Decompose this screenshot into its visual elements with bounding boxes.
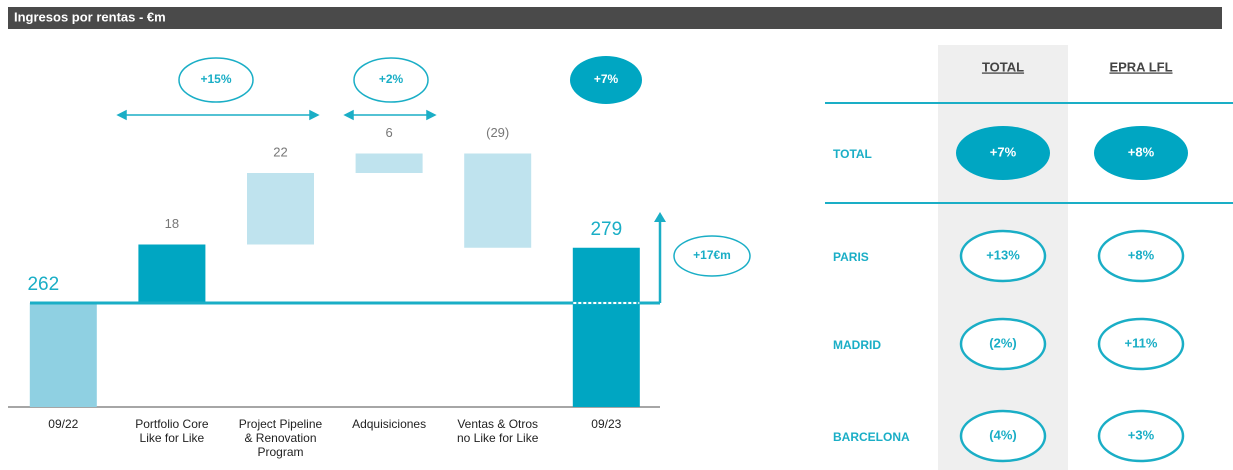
column-header: TOTAL	[982, 59, 1024, 74]
value-badge	[1097, 409, 1185, 463]
bar	[572, 247, 640, 407]
row-label: MADRID	[833, 338, 881, 352]
annotation: +7%	[594, 72, 619, 86]
value-label: 22	[273, 144, 287, 159]
x-tick-label: 09/23	[591, 417, 622, 431]
header-bar	[8, 7, 1222, 29]
row-label: PARIS	[833, 250, 869, 264]
annotation-shapes	[116, 57, 751, 277]
x-tick-label: Portfolio Core Like for Like	[135, 417, 209, 445]
cell-value: (2%)	[989, 335, 1016, 350]
row-label: TOTAL	[833, 147, 872, 161]
x-tick-label: Ventas & Otros no Like for Like	[456, 417, 539, 445]
bar	[29, 303, 97, 407]
bar	[355, 153, 423, 173]
x-tick-label: 09/22	[48, 417, 79, 431]
cell-value: +11%	[1125, 335, 1158, 350]
value-badge	[1094, 126, 1188, 180]
x-tick-label: Project Pipeline & Renovation Program	[238, 417, 323, 459]
column-header: EPRA LFL	[1109, 59, 1172, 74]
row-label: BARCELONA	[833, 430, 910, 444]
bar	[464, 153, 532, 248]
x-tick-label: Adquisiciones	[352, 417, 427, 431]
bar	[247, 173, 314, 245]
arrow-head	[654, 212, 666, 222]
annotation-badge	[570, 56, 642, 104]
value-label: 18	[165, 216, 179, 231]
annotation: +2%	[379, 72, 404, 86]
value-badge	[959, 317, 1047, 371]
cell-value: +7%	[990, 144, 1017, 159]
annotation: +17€m	[693, 248, 731, 262]
header-title: Ingresos por rentas - €m	[14, 9, 166, 24]
value-label: 6	[385, 125, 392, 140]
value-label: 279	[590, 219, 622, 240]
cell-value: +8%	[1128, 144, 1155, 159]
cell-value: +13%	[986, 247, 1020, 262]
value-badge	[959, 229, 1047, 283]
annotation: +15%	[200, 72, 231, 86]
cell-value: (4%)	[989, 427, 1016, 442]
cell-value: +3%	[1128, 427, 1155, 442]
value-badge	[959, 409, 1047, 463]
value-badge	[956, 126, 1050, 180]
value-badge	[1097, 317, 1185, 371]
bar	[138, 244, 206, 303]
value-badge	[1097, 229, 1185, 283]
value-label: 262	[27, 274, 59, 295]
value-label: (29)	[486, 125, 509, 140]
cell-value: +8%	[1128, 247, 1155, 262]
